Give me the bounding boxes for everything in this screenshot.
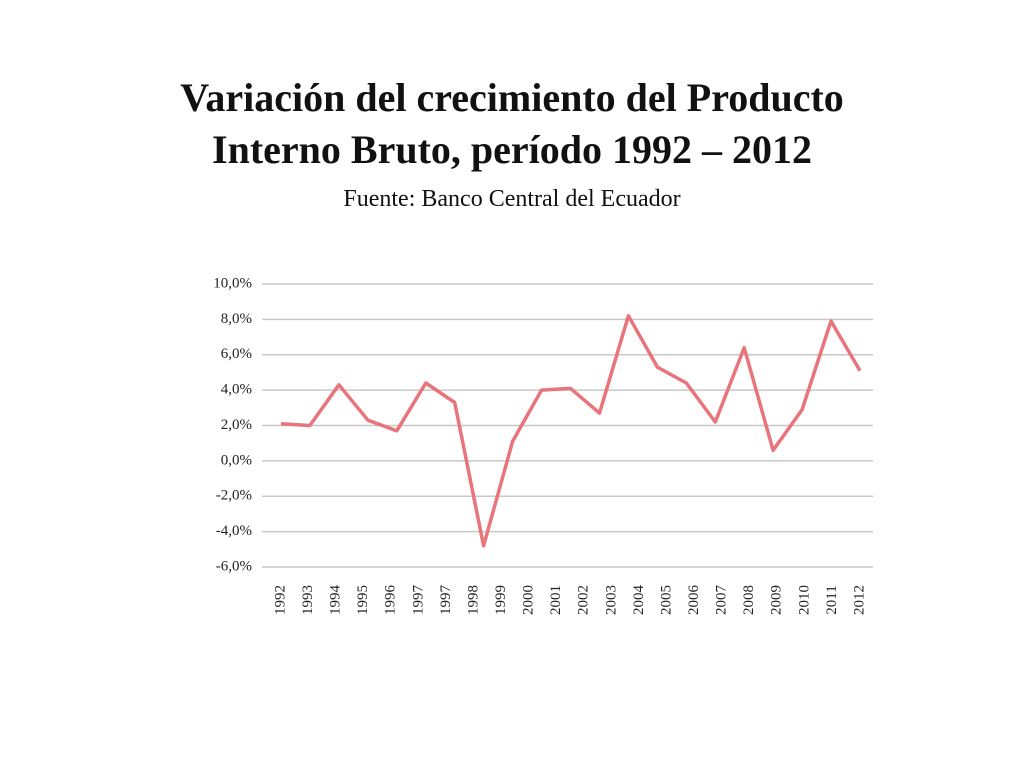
data-line	[280, 314, 862, 548]
y-tick-label: 2,0%	[221, 417, 252, 433]
x-tick-label: 2006	[686, 585, 702, 616]
y-tick-label: -2,0%	[216, 488, 252, 504]
y-tick-label: 6,0%	[221, 346, 252, 362]
x-tick-label: 2001	[548, 585, 564, 615]
x-tick-label: 2003	[603, 585, 619, 615]
y-tick-label: 8,0%	[221, 311, 252, 327]
y-tick-label: 0,0%	[221, 452, 252, 468]
x-tick-label: 2011	[824, 585, 840, 614]
x-tick-label: 2007	[714, 585, 730, 616]
y-tick-label: 10,0%	[213, 275, 252, 291]
x-tick-label: 2004	[631, 585, 647, 616]
x-tick-label: 2002	[576, 585, 592, 615]
x-tick-label: 1994	[328, 585, 344, 616]
x-tick-label: 1999	[493, 585, 509, 615]
x-tick-label: 1993	[300, 585, 316, 615]
chart-title: Variación del crecimiento del Producto I…	[180, 75, 844, 172]
y-tick-label: -6,0%	[216, 558, 252, 574]
x-tick-label: 1996	[383, 585, 399, 616]
x-tick-label: 2010	[796, 585, 812, 615]
x-tick-label: 1997	[438, 585, 454, 616]
x-tick-label: 2009	[769, 585, 785, 615]
y-tick-label: -4,0%	[216, 523, 252, 539]
y-tick-label: 4,0%	[221, 382, 252, 398]
x-tick-label: 2008	[741, 585, 757, 615]
x-tick-label: 2012	[851, 585, 867, 615]
x-tick-label: 1997	[410, 585, 426, 616]
chart-subtitle: Fuente: Banco Central del Ecuador	[343, 186, 681, 212]
x-tick-label: 1998	[465, 585, 481, 615]
x-tick-label: 1995	[355, 585, 371, 615]
x-tick-label: 1992	[272, 585, 288, 615]
x-tick-label: 2000	[521, 585, 537, 615]
x-tick-label: 2005	[658, 585, 674, 615]
